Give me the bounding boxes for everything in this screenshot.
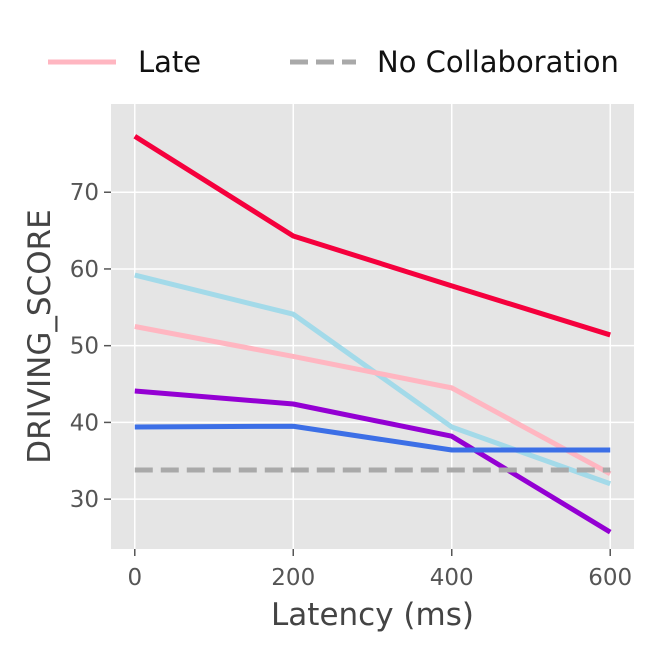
x-tick-label: 400 bbox=[430, 565, 474, 591]
series-line-5 bbox=[134, 423, 611, 453]
legend-label: Late bbox=[138, 45, 201, 79]
y-tick-label: 50 bbox=[70, 334, 99, 360]
y-tick-label: 40 bbox=[70, 410, 99, 436]
series-line-3 bbox=[134, 324, 612, 477]
x-tick-label: 600 bbox=[588, 565, 632, 591]
x-tick-label: 200 bbox=[271, 565, 315, 591]
y-tick-label: 60 bbox=[70, 257, 99, 283]
series-line-1 bbox=[133, 134, 611, 338]
legend: Late No Collaboration bbox=[48, 45, 619, 79]
y-tick-label: 70 bbox=[70, 180, 99, 206]
legend-label: No Collaboration bbox=[377, 45, 619, 79]
series-line-4 bbox=[134, 388, 612, 535]
series-lines bbox=[133, 134, 612, 535]
y-axis-title: DRIVING_SCORE bbox=[22, 209, 58, 463]
x-axis-title: Latency (ms) bbox=[271, 597, 474, 633]
y-tick-label: 30 bbox=[70, 487, 99, 513]
x-tick-label: 0 bbox=[127, 565, 142, 591]
x-axis: 0 200 400 600 bbox=[127, 549, 632, 591]
y-axis: 30 40 50 60 70 bbox=[70, 180, 111, 513]
